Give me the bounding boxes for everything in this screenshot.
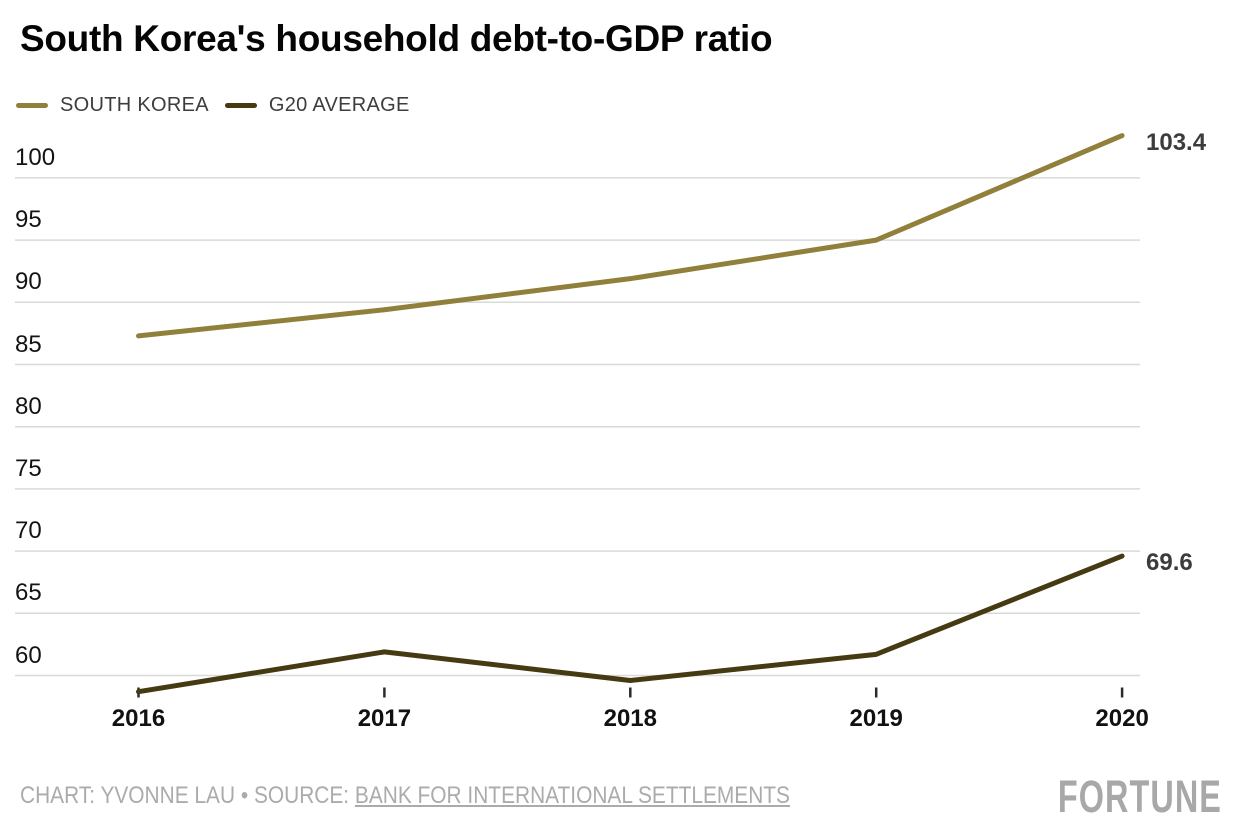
fortune-logo: FORTUNE xyxy=(1057,771,1222,822)
chart-title: South Korea's household debt-to-GDP rati… xyxy=(20,18,773,59)
value-label-south-korea: 103.4 xyxy=(1146,128,1207,156)
x-axis-label-2017: 2017 xyxy=(357,705,412,732)
series-line-g20-average xyxy=(136,553,1125,695)
y-axis-label-95: 95 xyxy=(15,206,42,234)
y-axis-label-75: 75 xyxy=(15,454,42,482)
y-axis-label-70: 70 xyxy=(15,517,42,545)
legend-swatch-south-korea xyxy=(16,102,48,108)
credit-prefix: CHART: YVONNE LAU • SOURCE: xyxy=(20,782,355,809)
legend-label-south-korea: SOUTH KOREA xyxy=(60,93,209,116)
y-axis-label-60: 60 xyxy=(15,641,42,669)
source-link[interactable]: BANK FOR INTERNATIONAL SETTLEMENTS xyxy=(354,782,790,809)
y-axis-label-85: 85 xyxy=(15,330,42,358)
legend-swatch-g20-average xyxy=(224,102,257,108)
legend: SOUTH KOREA G20 AVERAGE xyxy=(16,92,426,118)
x-axis-label-2016: 2016 xyxy=(111,705,166,732)
series-line-south-korea xyxy=(136,133,1125,339)
x-axis-label-2020: 2020 xyxy=(1095,705,1149,732)
y-axis-label-100: 100 xyxy=(15,143,56,171)
legend-label-g20-average: G20 AVERAGE xyxy=(268,93,410,116)
legend-item-south-korea: SOUTH KOREA xyxy=(16,94,209,117)
footer-credit: CHART: YVONNE LAU • SOURCE: BANK FOR INT… xyxy=(20,782,790,810)
y-axis-label-80: 80 xyxy=(15,392,42,420)
value-label-g20-average: 69.6 xyxy=(1146,549,1193,577)
y-axis-label-65: 65 xyxy=(15,579,42,607)
x-axis-label-2018: 2018 xyxy=(603,705,657,732)
x-axis-label-2019: 2019 xyxy=(849,705,903,732)
legend-item-g20-average: G20 AVERAGE xyxy=(224,93,410,117)
y-axis-label-90: 90 xyxy=(15,268,42,296)
